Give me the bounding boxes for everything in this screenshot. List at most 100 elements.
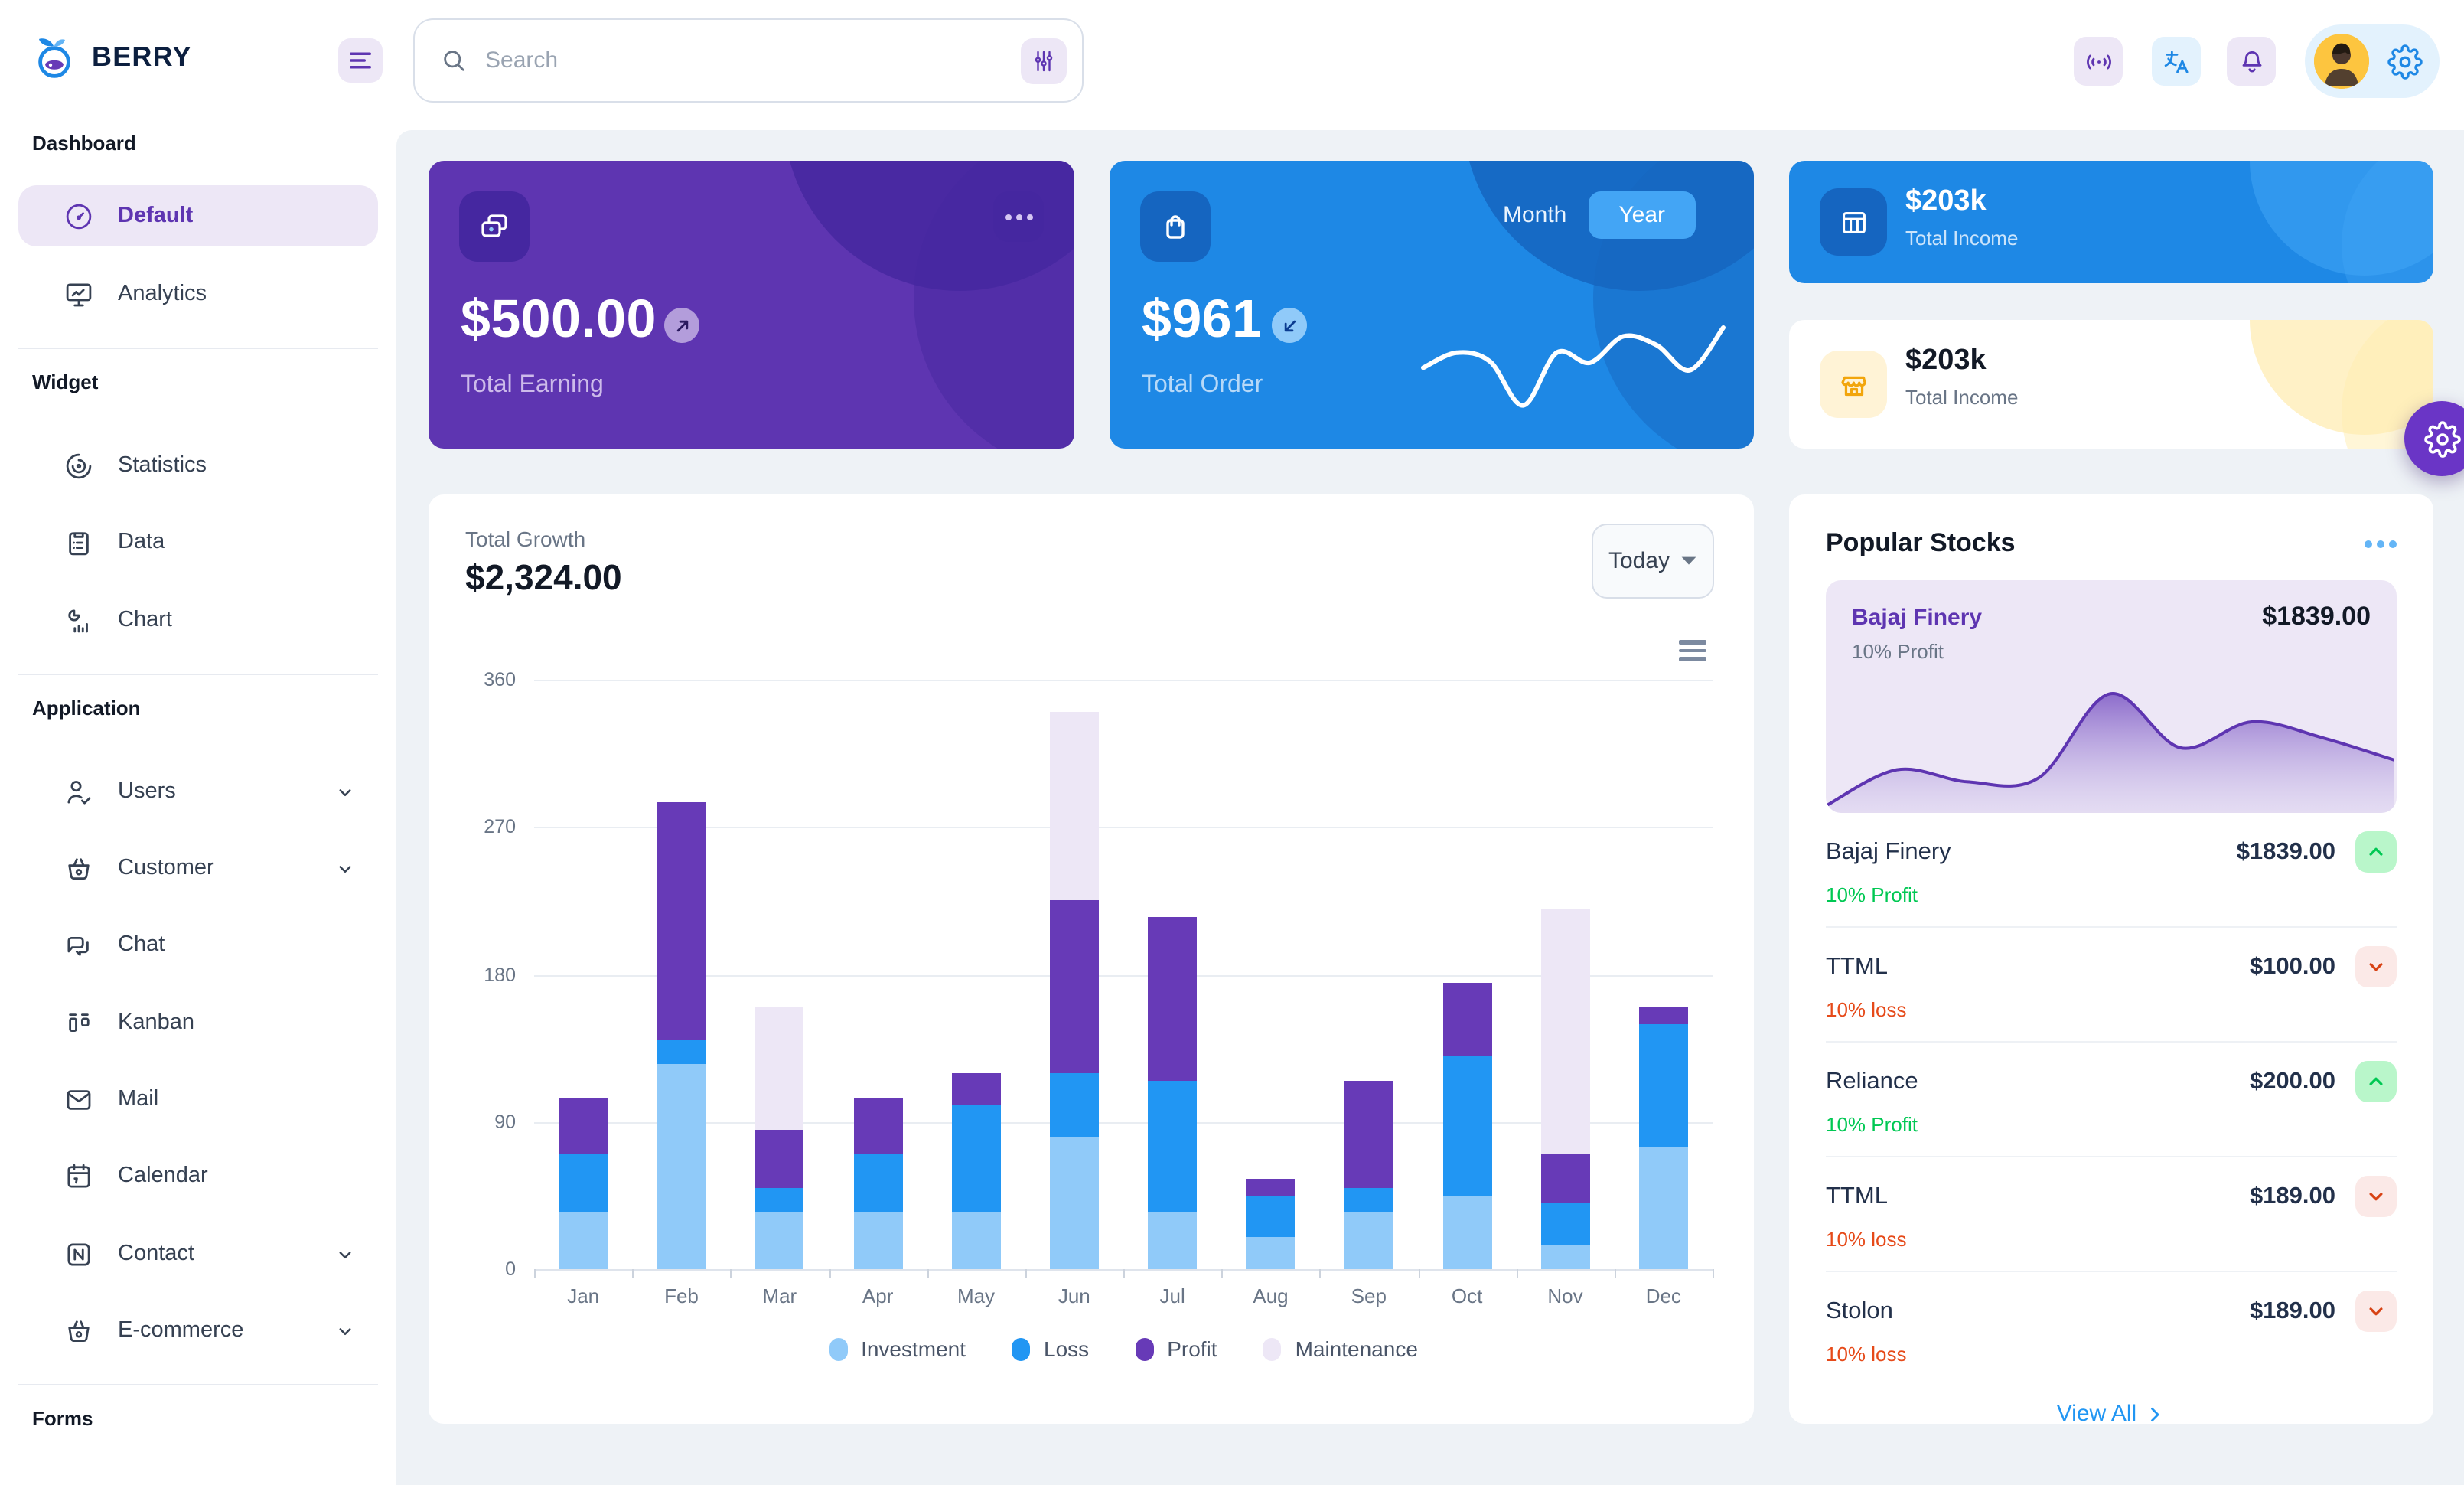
bar-May[interactable] [951,1072,1001,1269]
bar-Oct[interactable] [1442,982,1492,1269]
bar-Jul[interactable] [1148,917,1198,1269]
search-filter-button[interactable] [1021,38,1067,83]
chart-icon [61,604,95,636]
sliders-icon [1035,50,1053,71]
month-button[interactable]: Month [1502,202,1567,228]
bell-icon [2241,51,2261,72]
search-icon [444,51,464,71]
clipboard-icon [61,526,95,558]
sidebar: Dashboard Default Analytics Widget Stati… [0,130,396,1485]
language-button[interactable] [2152,37,2201,86]
bar-Jan[interactable] [559,1097,608,1269]
legend-investment[interactable]: Investment [829,1336,966,1361]
stock-row[interactable]: TTML $189.00 10% loss [1826,1157,2397,1272]
chevron-right-icon [2151,1407,2159,1421]
bar-Apr[interactable] [853,1097,903,1269]
broadcast-button[interactable] [2074,37,2123,86]
stock-name: TTML [1826,953,1888,979]
components-icon [61,1480,95,1485]
earning-menu-button[interactable] [993,191,1044,242]
sidebar-item-ecommerce[interactable]: E-commerce [18,1300,378,1361]
brand-name: BERRY [92,41,192,71]
growth-amount: $2,324.00 [465,557,622,597]
sidebar-item-contact[interactable]: Contact [18,1223,378,1284]
chart-menu-button[interactable] [1679,640,1706,661]
stock-change: 10% loss [1826,1228,1907,1251]
stock-price: $189.00 [2249,1183,2335,1209]
stock-trend-badge [2355,1061,2397,1102]
earning-label: Total Earning [461,372,604,398]
chevron-down-icon [334,780,357,803]
year-button[interactable]: Year [1588,191,1696,239]
featured-stock-price: $1839.00 [2262,602,2371,631]
bar-Sep[interactable] [1344,1081,1393,1269]
sidebar-item-default[interactable]: Default [18,185,378,246]
menu-toggle-button[interactable] [338,38,383,83]
bar-Dec[interactable] [1638,1007,1688,1269]
order-range-toggle: Month Year [1503,191,1696,239]
chevron-down-icon [2369,963,2383,971]
stock-change: 10% Profit [1826,883,1918,906]
legend-maintenance[interactable]: Maintenance [1263,1336,1418,1361]
gauge-icon [61,200,95,232]
profile-settings-button[interactable] [2305,24,2440,98]
x-tick-label: May [957,1284,996,1307]
legend-loss[interactable]: Loss [1012,1336,1089,1361]
featured-stock-card[interactable]: Bajaj Finery $1839.00 10% Profit [1826,580,2397,813]
x-tick-label: Jul [1159,1284,1185,1307]
stock-change: 10% loss [1826,1343,1907,1366]
section-application: Application [32,697,141,720]
legend-profit[interactable]: Profit [1135,1336,1217,1361]
avatar [2314,34,2369,89]
stock-row[interactable]: Reliance $200.00 10% Profit [1826,1043,2397,1157]
bar-Feb[interactable] [657,802,706,1269]
sidebar-item-components[interactable]: Components [18,1465,378,1485]
x-tick-label: Feb [664,1284,699,1307]
featured-stock-area-chart [1826,692,2394,813]
bar-Jun[interactable] [1049,712,1099,1269]
stocks-menu-button[interactable] [2365,540,2397,547]
sidebar-item-calendar[interactable]: Calendar [18,1145,378,1206]
stock-row[interactable]: TTML $100.00 10% loss [1826,928,2397,1043]
sidebar-item-mail[interactable]: Mail [18,1069,378,1130]
stock-list: Bajaj Finery $1839.00 10% Profit TTML $100.0… [1826,813,2397,1385]
bar-Nov[interactable] [1540,909,1590,1269]
customize-fab-button[interactable] [2404,401,2464,476]
chat-icon [61,929,95,961]
bar-Aug[interactable] [1246,1179,1296,1269]
stock-trend-badge [2355,1291,2397,1332]
shopping-bag-icon [1140,191,1211,262]
stock-trend-badge [2355,946,2397,987]
total-growth-card: Total Growth $2,324.00 Today 0 90 180 270 36… [429,494,1754,1424]
total-order-card: Month Year $961 Total Order [1110,161,1754,449]
sidebar-item-chart[interactable]: Chart [18,589,378,651]
sidebar-item-customer[interactable]: Customer [18,837,378,899]
chevron-down-icon [2369,1193,2383,1201]
stocks-title: Popular Stocks [1826,528,2016,557]
sidebar-item-analytics[interactable]: Analytics [18,263,378,325]
growth-range-select[interactable]: Today [1592,524,1714,599]
sidebar-item-chat[interactable]: Chat [18,914,378,975]
stock-name: Stolon [1826,1297,1893,1323]
stock-row[interactable]: Bajaj Finery $1839.00 10% Profit [1826,813,2397,928]
chevron-up-icon [2369,847,2383,856]
sidebar-item-users[interactable]: Users [18,761,378,822]
y-tick-label: 90 [494,1111,516,1133]
income-amount: $203k [1905,344,1987,377]
search-input[interactable] [470,47,1021,73]
x-tick-label: Dec [1645,1284,1681,1307]
sidebar-divider [18,1384,378,1385]
notifications-button[interactable] [2227,37,2276,86]
featured-stock-change: 10% Profit [1852,640,1944,663]
sidebar-item-data[interactable]: Data [18,511,378,573]
mail-icon [61,1083,95,1115]
stock-row[interactable]: Stolon $189.00 10% loss [1826,1272,2397,1385]
stock-price: $1839.00 [2236,838,2335,864]
bar-Mar[interactable] [755,1007,804,1269]
stock-price: $200.00 [2249,1068,2335,1094]
income-amount: $203k [1905,185,1987,217]
sidebar-item-statistics[interactable]: Statistics [18,435,378,496]
sidebar-item-kanban[interactable]: Kanban [18,992,378,1053]
order-amount: $961 [1142,289,1263,349]
view-all-link[interactable]: View All [1826,1401,2397,1427]
